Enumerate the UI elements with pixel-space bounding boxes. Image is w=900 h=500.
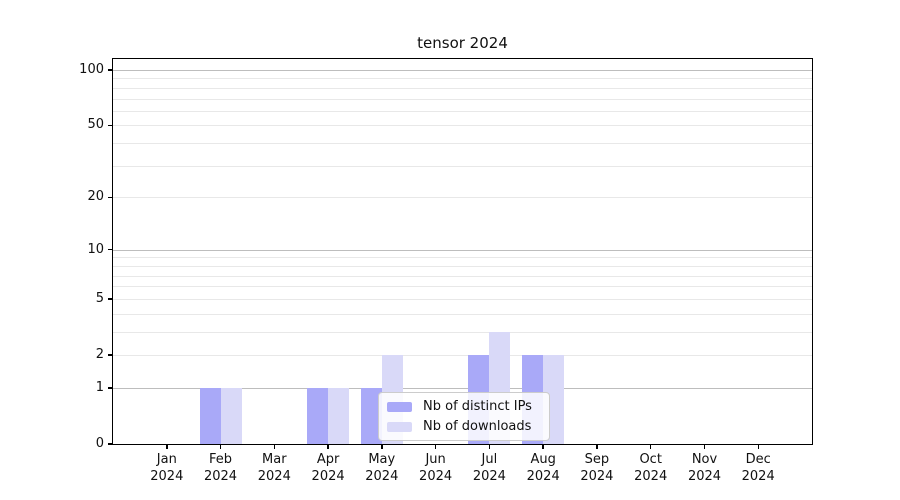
x-tick-label: Aug 2024 <box>526 452 560 484</box>
y-tick <box>108 298 113 300</box>
x-tick <box>166 444 168 449</box>
gridline <box>113 257 812 259</box>
gridline <box>113 387 812 389</box>
gridline <box>113 355 812 356</box>
y-tick-label: 0 <box>95 436 104 451</box>
y-tick-label: 2 <box>95 347 104 362</box>
x-tick-label: Apr 2024 <box>311 452 345 484</box>
y-tick-label: 100 <box>79 61 104 77</box>
x-tick <box>434 444 437 449</box>
x-tick <box>542 444 544 449</box>
x-tick <box>757 444 759 449</box>
y-tick <box>108 443 113 445</box>
bar-nb-of-distinct-ips-feb <box>199 387 221 444</box>
x-tick <box>488 444 491 449</box>
gridline <box>113 125 812 127</box>
legend-label-distinct-ips: Nb of distinct IPs <box>423 399 532 414</box>
x-tick <box>703 444 706 449</box>
legend-item-distinct-ips: Nb of distinct IPs <box>387 399 541 414</box>
y-tick <box>108 69 113 71</box>
x-tick-label: Jan 2024 <box>150 452 184 484</box>
y-tick-label: 50 <box>87 117 104 133</box>
gridline <box>113 331 812 333</box>
gridline <box>113 98 812 100</box>
gridline <box>113 110 812 112</box>
x-tick-label: Oct 2024 <box>634 452 668 484</box>
legend-swatch-downloads <box>387 421 412 432</box>
y-tick-label: 20 <box>87 189 104 205</box>
bar-nb-of-distinct-ips-may <box>360 387 382 444</box>
x-tick <box>219 444 222 449</box>
x-tick-label: May 2024 <box>365 452 399 484</box>
gridline <box>113 143 812 144</box>
x-tick <box>381 444 383 449</box>
y-tick-label: 5 <box>95 290 104 306</box>
bar-nb-of-downloads-apr <box>328 387 350 444</box>
y-tick <box>108 387 113 389</box>
gridline <box>113 313 812 315</box>
y-tick <box>108 196 113 198</box>
x-tick <box>649 444 652 449</box>
x-tick <box>327 444 329 449</box>
bar-nb-of-distinct-ips-apr <box>307 387 329 444</box>
x-tick-label: Sep 2024 <box>580 452 614 484</box>
x-tick-label: Jul 2024 <box>472 452 506 484</box>
x-tick-label: Dec 2024 <box>741 452 775 484</box>
gridline <box>113 69 812 71</box>
x-tick-label: Nov 2024 <box>687 452 722 484</box>
x-tick-label: Feb 2024 <box>203 452 238 484</box>
gridline <box>113 286 812 288</box>
y-tick-label: 1 <box>95 379 104 395</box>
y-tick <box>108 124 113 127</box>
y-tick <box>108 248 113 251</box>
chart-title: tensor 2024 <box>417 34 508 52</box>
gridline <box>113 265 812 267</box>
gridline <box>113 197 812 199</box>
y-tick-label: 10 <box>87 241 104 257</box>
legend-item-downloads: Nb of downloads <box>387 419 541 434</box>
legend-swatch-distinct-ips <box>387 401 412 412</box>
gridline <box>113 87 812 89</box>
bar-nb-of-downloads-feb <box>220 387 242 444</box>
legend: Nb of distinct IPs Nb of downloads <box>378 392 550 441</box>
gridline <box>113 249 812 251</box>
gridline <box>113 78 812 80</box>
x-tick <box>596 444 598 449</box>
x-tick-label: Jun 2024 <box>419 452 453 484</box>
gridline <box>113 275 812 277</box>
x-tick-label: Mar 2024 <box>257 452 291 484</box>
gridline <box>113 298 812 300</box>
gridline <box>113 165 812 167</box>
legend-label-downloads: Nb of downloads <box>423 419 532 434</box>
y-tick <box>108 354 113 356</box>
x-tick <box>273 444 276 449</box>
